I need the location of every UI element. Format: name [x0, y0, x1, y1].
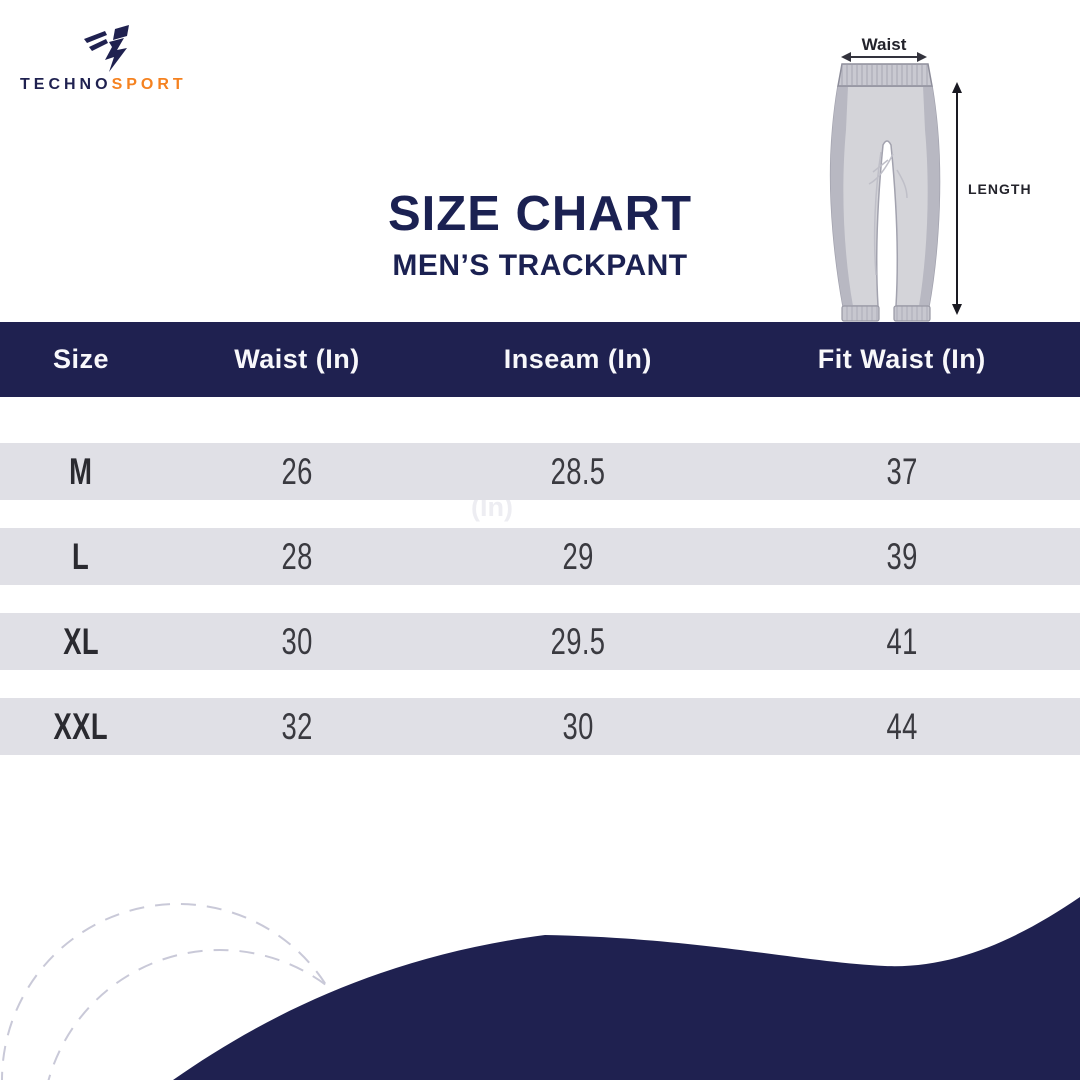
- header-waist: Waist (In): [234, 344, 360, 374]
- table-row-xl: XL 30 29.5 41: [0, 613, 1080, 670]
- cell-waist: 30: [281, 620, 313, 662]
- cell-fit-waist: 41: [886, 620, 918, 662]
- size-table-header: Size Waist (In) Inseam (In) Fit Waist (I…: [0, 322, 1080, 397]
- cell-size: L: [72, 535, 90, 577]
- header-fit-waist: Fit Waist (In): [817, 344, 986, 374]
- logo-text-sport: SPORT: [111, 76, 187, 93]
- cell-waist: 32: [281, 705, 313, 747]
- dashed-circles-decoration: [1, 903, 393, 1080]
- technosport-logo-text: TECHNOSPORT: [20, 76, 230, 94]
- title-block: SIZE CHART MEN’S TRACKPANT: [190, 190, 890, 283]
- header-inseam: Inseam (In): [503, 344, 652, 374]
- technosport-logo-icon: [84, 25, 129, 72]
- trackpant-diagram: Waist LENGTH: [829, 35, 1032, 322]
- header-size: Size: [52, 344, 110, 374]
- cell-inseam: 29.5: [550, 620, 606, 662]
- table-row-xxl: XXL 32 30 44: [0, 698, 1080, 755]
- page-subtitle: MEN’S TRACKPANT: [392, 249, 688, 282]
- page-title: SIZE CHART: [388, 187, 692, 241]
- cell-fit-waist: 37: [886, 450, 918, 492]
- length-label: LENGTH: [968, 181, 1032, 197]
- waist-arrowhead-left: [841, 52, 851, 62]
- cell-waist: 28: [281, 535, 313, 577]
- cell-size: XXL: [53, 705, 109, 747]
- table-row-l: L 28 29 39: [0, 528, 1080, 585]
- length-arrowhead-top: [952, 82, 962, 93]
- cell-size: M: [69, 450, 93, 492]
- cell-fit-waist: 39: [886, 535, 918, 577]
- waist-arrowhead-right: [917, 52, 927, 62]
- wave-decoration: [173, 897, 1080, 1080]
- waist-label: Waist: [862, 35, 907, 54]
- cell-inseam: 28.5: [550, 450, 606, 492]
- table-row-m: M 26 28.5 37: [0, 443, 1080, 500]
- logo-text-techno: TECHNO: [20, 76, 112, 93]
- cell-fit-waist: 44: [886, 705, 918, 747]
- cell-inseam: 29: [562, 535, 594, 577]
- length-arrowhead-bottom: [952, 304, 962, 315]
- trackpant-illustration: [829, 63, 941, 322]
- cell-waist: 26: [281, 450, 313, 492]
- cell-inseam: 30: [562, 705, 594, 747]
- cell-size: XL: [63, 620, 99, 662]
